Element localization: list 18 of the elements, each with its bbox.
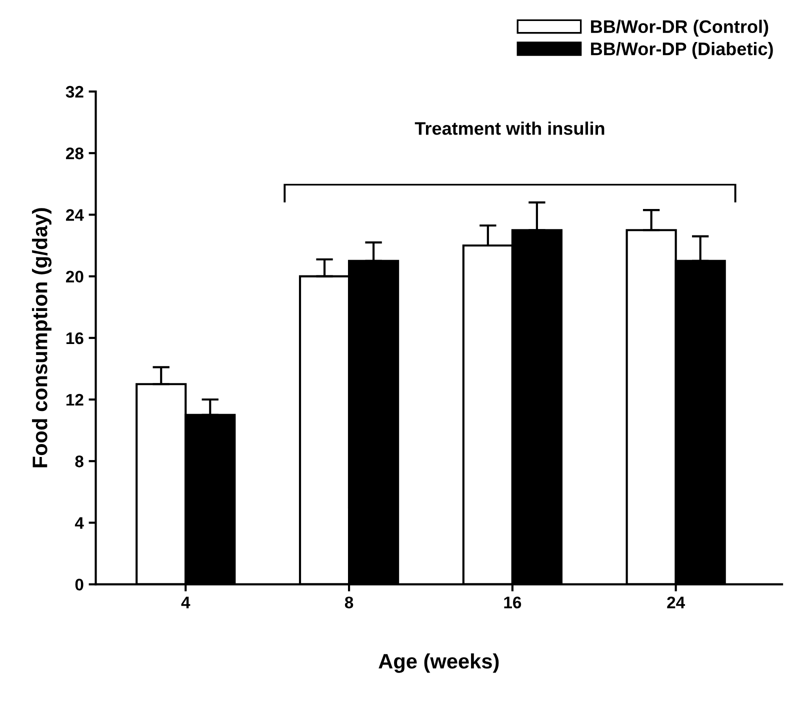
x-tick-label: 24: [667, 596, 686, 608]
y-tick-label: 20: [66, 270, 84, 283]
legend-label: BB/Wor-DR (Control): [591, 20, 768, 37]
y-tick-label: 4: [74, 517, 84, 529]
y-tick-label: 24: [66, 209, 84, 221]
legend-label: BB/Wor-DP (Diabetic): [591, 42, 773, 59]
y-tick-label: 16: [66, 332, 84, 344]
y-tick-label: 0: [75, 578, 84, 591]
x-axis-title: Age (weeks): [378, 653, 499, 673]
y-tick-label: 28: [66, 148, 84, 160]
x-tick-label: 16: [504, 596, 522, 608]
annotation: Treatment with insulin: [414, 122, 604, 135]
x-tick-label: 8: [344, 596, 354, 608]
y-tick-label: 8: [75, 456, 84, 468]
x-tick-label: 4: [181, 596, 190, 608]
y-tick-label: 32: [66, 86, 84, 98]
y-tick-label: 12: [66, 394, 84, 406]
y-axis-title: Food consumption (g/day): [32, 208, 52, 468]
